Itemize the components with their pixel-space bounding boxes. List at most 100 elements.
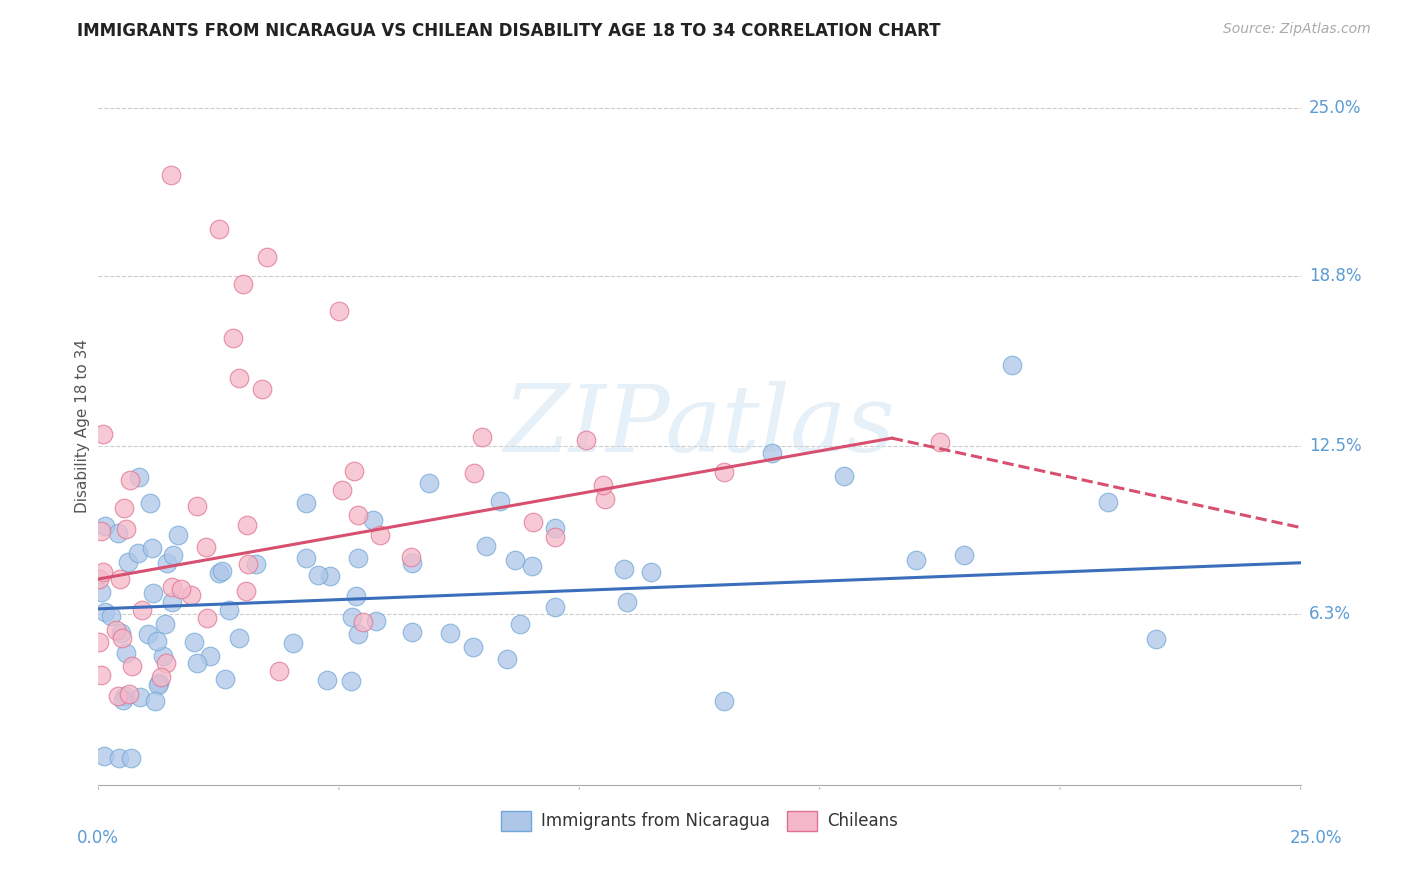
Point xyxy=(148,676,170,690)
Point xyxy=(544,521,567,535)
Text: 6.3%: 6.3% xyxy=(1309,606,1351,624)
Point xyxy=(108,572,131,586)
Point xyxy=(186,656,208,670)
Point xyxy=(128,470,150,484)
Y-axis label: Disability Age 18 to 34: Disability Age 18 to 34 xyxy=(75,339,90,513)
Point xyxy=(228,371,250,385)
Point xyxy=(344,589,367,603)
Point xyxy=(160,595,183,609)
Point xyxy=(141,541,163,556)
Text: 25.0%: 25.0% xyxy=(1291,830,1343,847)
Point xyxy=(340,674,363,689)
Point xyxy=(613,562,636,576)
Point xyxy=(90,524,112,539)
Point xyxy=(155,656,177,670)
Point xyxy=(107,689,129,703)
Point xyxy=(1097,494,1119,508)
Point xyxy=(307,567,329,582)
Point xyxy=(110,626,132,640)
Point xyxy=(593,491,616,506)
Point xyxy=(91,565,114,579)
Point xyxy=(112,693,135,707)
Text: ZIPatlas: ZIPatlas xyxy=(503,381,896,471)
Point xyxy=(401,557,423,571)
Point xyxy=(399,549,422,564)
Point xyxy=(267,664,290,678)
Point xyxy=(575,434,598,448)
Point xyxy=(87,635,110,649)
Point xyxy=(115,646,138,660)
Point xyxy=(295,551,318,566)
Point xyxy=(236,557,259,571)
Point xyxy=(90,667,112,681)
Point xyxy=(1144,632,1167,647)
Point xyxy=(93,748,115,763)
Point xyxy=(143,693,166,707)
Point xyxy=(112,501,135,516)
Text: 12.5%: 12.5% xyxy=(1309,437,1361,455)
Text: 0.0%: 0.0% xyxy=(77,830,120,847)
Point xyxy=(159,169,181,183)
Point xyxy=(198,649,221,664)
Point xyxy=(953,548,976,562)
Point xyxy=(156,557,179,571)
Point xyxy=(94,518,117,533)
Point xyxy=(352,615,374,629)
Point xyxy=(439,626,461,640)
Point xyxy=(904,553,927,567)
Point xyxy=(90,584,112,599)
Point xyxy=(148,678,170,692)
Point xyxy=(928,435,950,450)
Point xyxy=(180,589,202,603)
Point xyxy=(195,540,218,554)
Point xyxy=(330,483,353,497)
Point xyxy=(713,694,735,708)
Point xyxy=(471,430,494,444)
Point xyxy=(256,250,278,264)
Point xyxy=(146,634,169,648)
Text: 18.8%: 18.8% xyxy=(1309,267,1361,285)
Point xyxy=(162,548,184,562)
Text: Source: ZipAtlas.com: Source: ZipAtlas.com xyxy=(1223,22,1371,37)
Point xyxy=(195,611,218,625)
Point xyxy=(496,652,519,666)
Point xyxy=(316,673,339,687)
Point xyxy=(245,558,267,572)
Point xyxy=(222,331,245,345)
Point xyxy=(475,540,498,554)
Point xyxy=(463,640,485,654)
Point xyxy=(183,635,205,649)
Point xyxy=(142,586,165,600)
Point xyxy=(149,670,172,684)
Point xyxy=(118,687,141,701)
Point xyxy=(522,515,544,529)
Point xyxy=(489,494,512,508)
Point xyxy=(368,527,391,541)
Point xyxy=(295,496,318,510)
Point xyxy=(340,609,363,624)
Point xyxy=(347,626,370,640)
Point xyxy=(155,616,177,631)
Point xyxy=(544,599,567,614)
Legend: Immigrants from Nicaragua, Chileans: Immigrants from Nicaragua, Chileans xyxy=(495,804,904,838)
Point xyxy=(208,222,231,236)
Point xyxy=(401,625,423,640)
Point xyxy=(111,632,134,646)
Text: IMMIGRANTS FROM NICARAGUA VS CHILEAN DISABILITY AGE 18 TO 34 CORRELATION CHART: IMMIGRANTS FROM NICARAGUA VS CHILEAN DIS… xyxy=(77,22,941,40)
Point xyxy=(616,595,638,609)
Point xyxy=(366,615,388,629)
Point xyxy=(117,555,139,569)
Point xyxy=(121,659,143,673)
Point xyxy=(218,603,240,617)
Point xyxy=(252,382,274,396)
Point xyxy=(127,546,149,560)
Point xyxy=(347,550,370,565)
Point xyxy=(1001,358,1024,372)
Point xyxy=(761,446,783,460)
Point xyxy=(105,623,128,637)
Point xyxy=(138,626,160,640)
Point xyxy=(91,426,114,441)
Point xyxy=(166,528,188,542)
Point xyxy=(503,553,526,567)
Point xyxy=(283,636,305,650)
